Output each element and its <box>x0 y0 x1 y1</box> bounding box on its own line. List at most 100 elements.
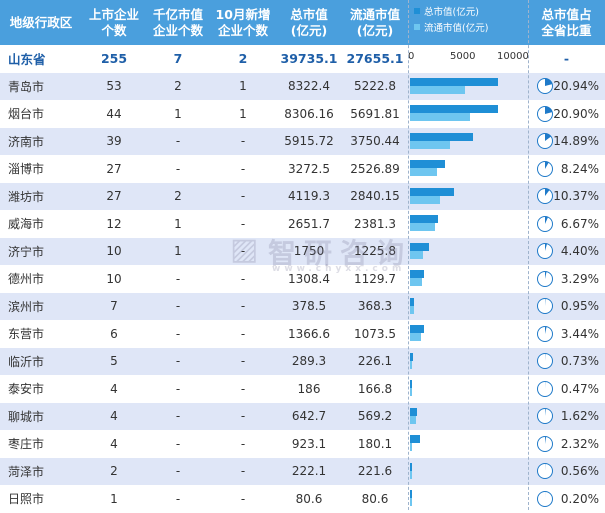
share-pie-icon <box>536 270 554 288</box>
row-trillion: - <box>146 485 210 513</box>
summary-row: 山东省 255 7 2 39735.1 27655.1 0 5000 10000… <box>0 45 605 73</box>
row-companies: 10 <box>82 238 146 266</box>
bar-float <box>410 141 450 149</box>
row-share: 8.24% <box>556 155 605 183</box>
row-trillion: - <box>146 348 210 376</box>
row-float: 5222.8 <box>342 73 408 101</box>
row-trillion: 2 <box>146 183 210 211</box>
row-float: 226.1 <box>342 348 408 376</box>
share-pie-icon <box>536 325 554 343</box>
summary-new: 2 <box>210 45 276 73</box>
row-companies: 44 <box>82 100 146 128</box>
row-share: 0.56% <box>556 458 605 486</box>
legend-total-swatch <box>414 8 420 14</box>
row-companies: 6 <box>82 320 146 348</box>
row-share: 1.62% <box>556 403 605 431</box>
share-pie-icon <box>536 160 554 178</box>
row-new: - <box>210 265 276 293</box>
bar-total <box>410 380 412 388</box>
share-pie-icon <box>536 297 554 315</box>
share-pie-icon <box>536 242 554 260</box>
row-total: 1366.6 <box>276 320 342 348</box>
share-pie-icon <box>536 77 554 95</box>
row-trillion: 1 <box>146 238 210 266</box>
bar-total <box>410 215 438 223</box>
row-share: 10.37% <box>556 183 605 211</box>
row-float: 1225.8 <box>342 238 408 266</box>
bar-float <box>410 388 412 396</box>
row-region: 济宁市 <box>0 238 82 266</box>
axis-tick-label: 5000 <box>450 51 475 62</box>
row-new: - <box>210 403 276 431</box>
bar-float <box>410 278 422 286</box>
row-trillion: - <box>146 293 210 321</box>
bar-total <box>410 160 445 168</box>
row-companies: 12 <box>82 210 146 238</box>
row-float: 368.3 <box>342 293 408 321</box>
row-new: - <box>210 183 276 211</box>
share-pie-icon <box>536 215 554 233</box>
row-share: 2.32% <box>556 430 605 458</box>
row-total: 222.1 <box>276 458 342 486</box>
bar-total <box>410 188 454 196</box>
row-region: 菏泽市 <box>0 458 82 486</box>
share-pie-icon <box>536 105 554 123</box>
bar-total <box>410 408 417 416</box>
summary-share: - <box>528 45 605 73</box>
row-float: 5691.81 <box>342 100 408 128</box>
row-trillion: - <box>146 458 210 486</box>
row-total: 1750 <box>276 238 342 266</box>
column-divider <box>408 0 409 510</box>
bar-float <box>410 306 414 314</box>
share-pie-icon <box>536 380 554 398</box>
column-divider <box>528 0 529 510</box>
bar-total <box>410 133 473 141</box>
row-float: 2381.3 <box>342 210 408 238</box>
row-region: 烟台市 <box>0 100 82 128</box>
row-new: - <box>210 320 276 348</box>
row-float: 3750.44 <box>342 128 408 156</box>
row-share: 0.47% <box>556 375 605 403</box>
row-companies: 10 <box>82 265 146 293</box>
bar-total <box>410 243 429 251</box>
row-trillion: - <box>146 375 210 403</box>
row-new: - <box>210 430 276 458</box>
bar-total <box>410 105 498 113</box>
row-region: 德州市 <box>0 265 82 293</box>
row-trillion: - <box>146 128 210 156</box>
share-pie-icon <box>536 352 554 370</box>
row-region: 威海市 <box>0 210 82 238</box>
row-total: 4119.3 <box>276 183 342 211</box>
row-share: 3.29% <box>556 265 605 293</box>
row-share: 0.95% <box>556 293 605 321</box>
row-total: 2651.7 <box>276 210 342 238</box>
summary-companies: 255 <box>82 45 146 73</box>
axis-tick-label: 10000 <box>497 51 529 62</box>
row-total: 80.6 <box>276 485 342 513</box>
row-total: 289.3 <box>276 348 342 376</box>
header-float: 流通市值 (亿元) <box>342 0 408 45</box>
header-region: 地级行政区 <box>0 0 82 45</box>
row-companies: 2 <box>82 458 146 486</box>
legend-float-label: 流通市值(亿元) <box>424 20 488 34</box>
share-pie-icon <box>536 462 554 480</box>
row-float: 2840.15 <box>342 183 408 211</box>
row-share: 20.94% <box>556 73 605 101</box>
row-new: - <box>210 375 276 403</box>
row-companies: 4 <box>82 430 146 458</box>
row-total: 8322.4 <box>276 73 342 101</box>
row-new: - <box>210 293 276 321</box>
row-companies: 39 <box>82 128 146 156</box>
row-new: - <box>210 155 276 183</box>
bar-total <box>410 463 412 471</box>
row-float: 1073.5 <box>342 320 408 348</box>
row-float: 221.6 <box>342 458 408 486</box>
